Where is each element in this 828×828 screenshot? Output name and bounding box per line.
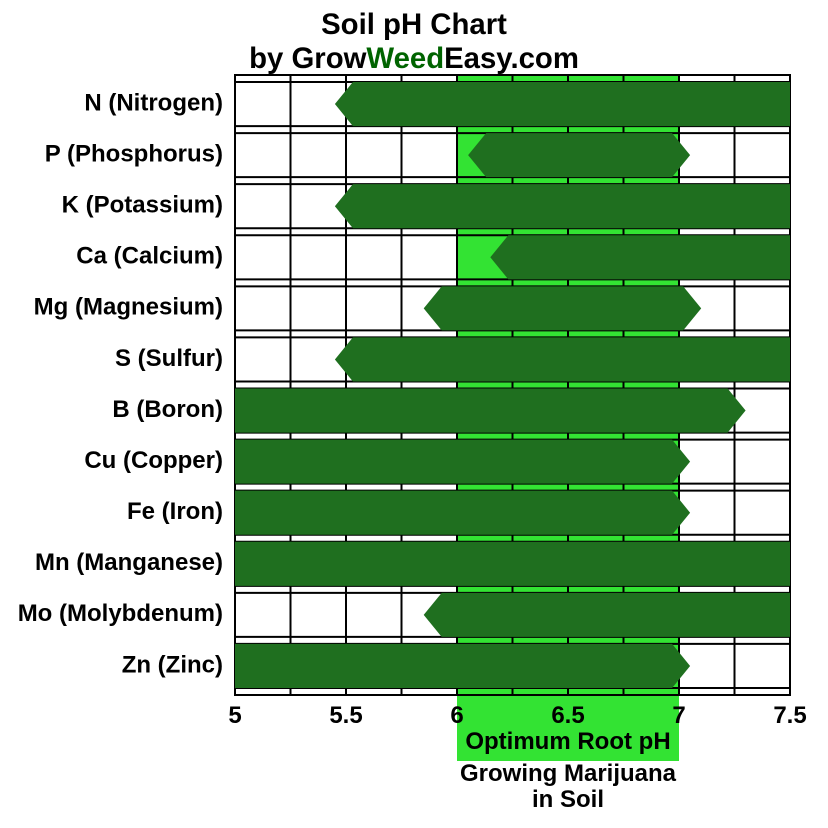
nutrient-bar: [335, 337, 790, 381]
x-tick-label: 6: [450, 702, 463, 729]
nutrient-label: Zn (Zinc): [122, 651, 223, 678]
optimum-band-label: Optimum Root pH: [465, 728, 670, 755]
nutrient-bar: [235, 440, 690, 484]
nutrient-label: Mo (Molybdenum): [18, 600, 223, 627]
nutrient-label: Ca (Calcium): [76, 243, 223, 270]
x-tick-label: 5: [228, 702, 241, 729]
nutrient-label: Mn (Manganese): [35, 549, 223, 576]
x-tick-label: 5.5: [329, 702, 362, 729]
nutrient-bar: [335, 184, 790, 228]
caption-line2: in Soil: [532, 786, 604, 813]
x-tick-label: 7.5: [773, 702, 806, 729]
nutrient-label: Fe (Iron): [127, 498, 223, 525]
nutrient-bar: [235, 491, 690, 535]
x-tick-label: 7: [672, 702, 685, 729]
nutrient-bar: [235, 389, 746, 433]
nutrient-label: K (Potassium): [62, 192, 223, 219]
nutrient-bar: [490, 235, 790, 279]
nutrient-label: P (Phosphorus): [45, 140, 223, 167]
nutrient-label: B (Boron): [112, 396, 223, 423]
nutrient-bar: [468, 133, 690, 177]
nutrient-bar: [235, 644, 690, 688]
x-tick-label: 6.5: [551, 702, 584, 729]
nutrient-label: Cu (Copper): [84, 447, 223, 474]
nutrient-label: Mg (Magnesium): [34, 294, 223, 321]
nutrient-label: S (Sulfur): [115, 345, 223, 372]
ph-range-chart: N (Nitrogen) P (Phosphorus) K (Potassium) C…: [0, 0, 828, 828]
nutrient-bar: [335, 82, 790, 126]
nutrient-bar: [424, 593, 790, 637]
nutrient-label: N (Nitrogen): [84, 89, 223, 116]
caption-line1: Growing Marijuana: [460, 760, 677, 787]
nutrient-bar: [235, 542, 790, 586]
nutrient-bar: [424, 286, 702, 330]
